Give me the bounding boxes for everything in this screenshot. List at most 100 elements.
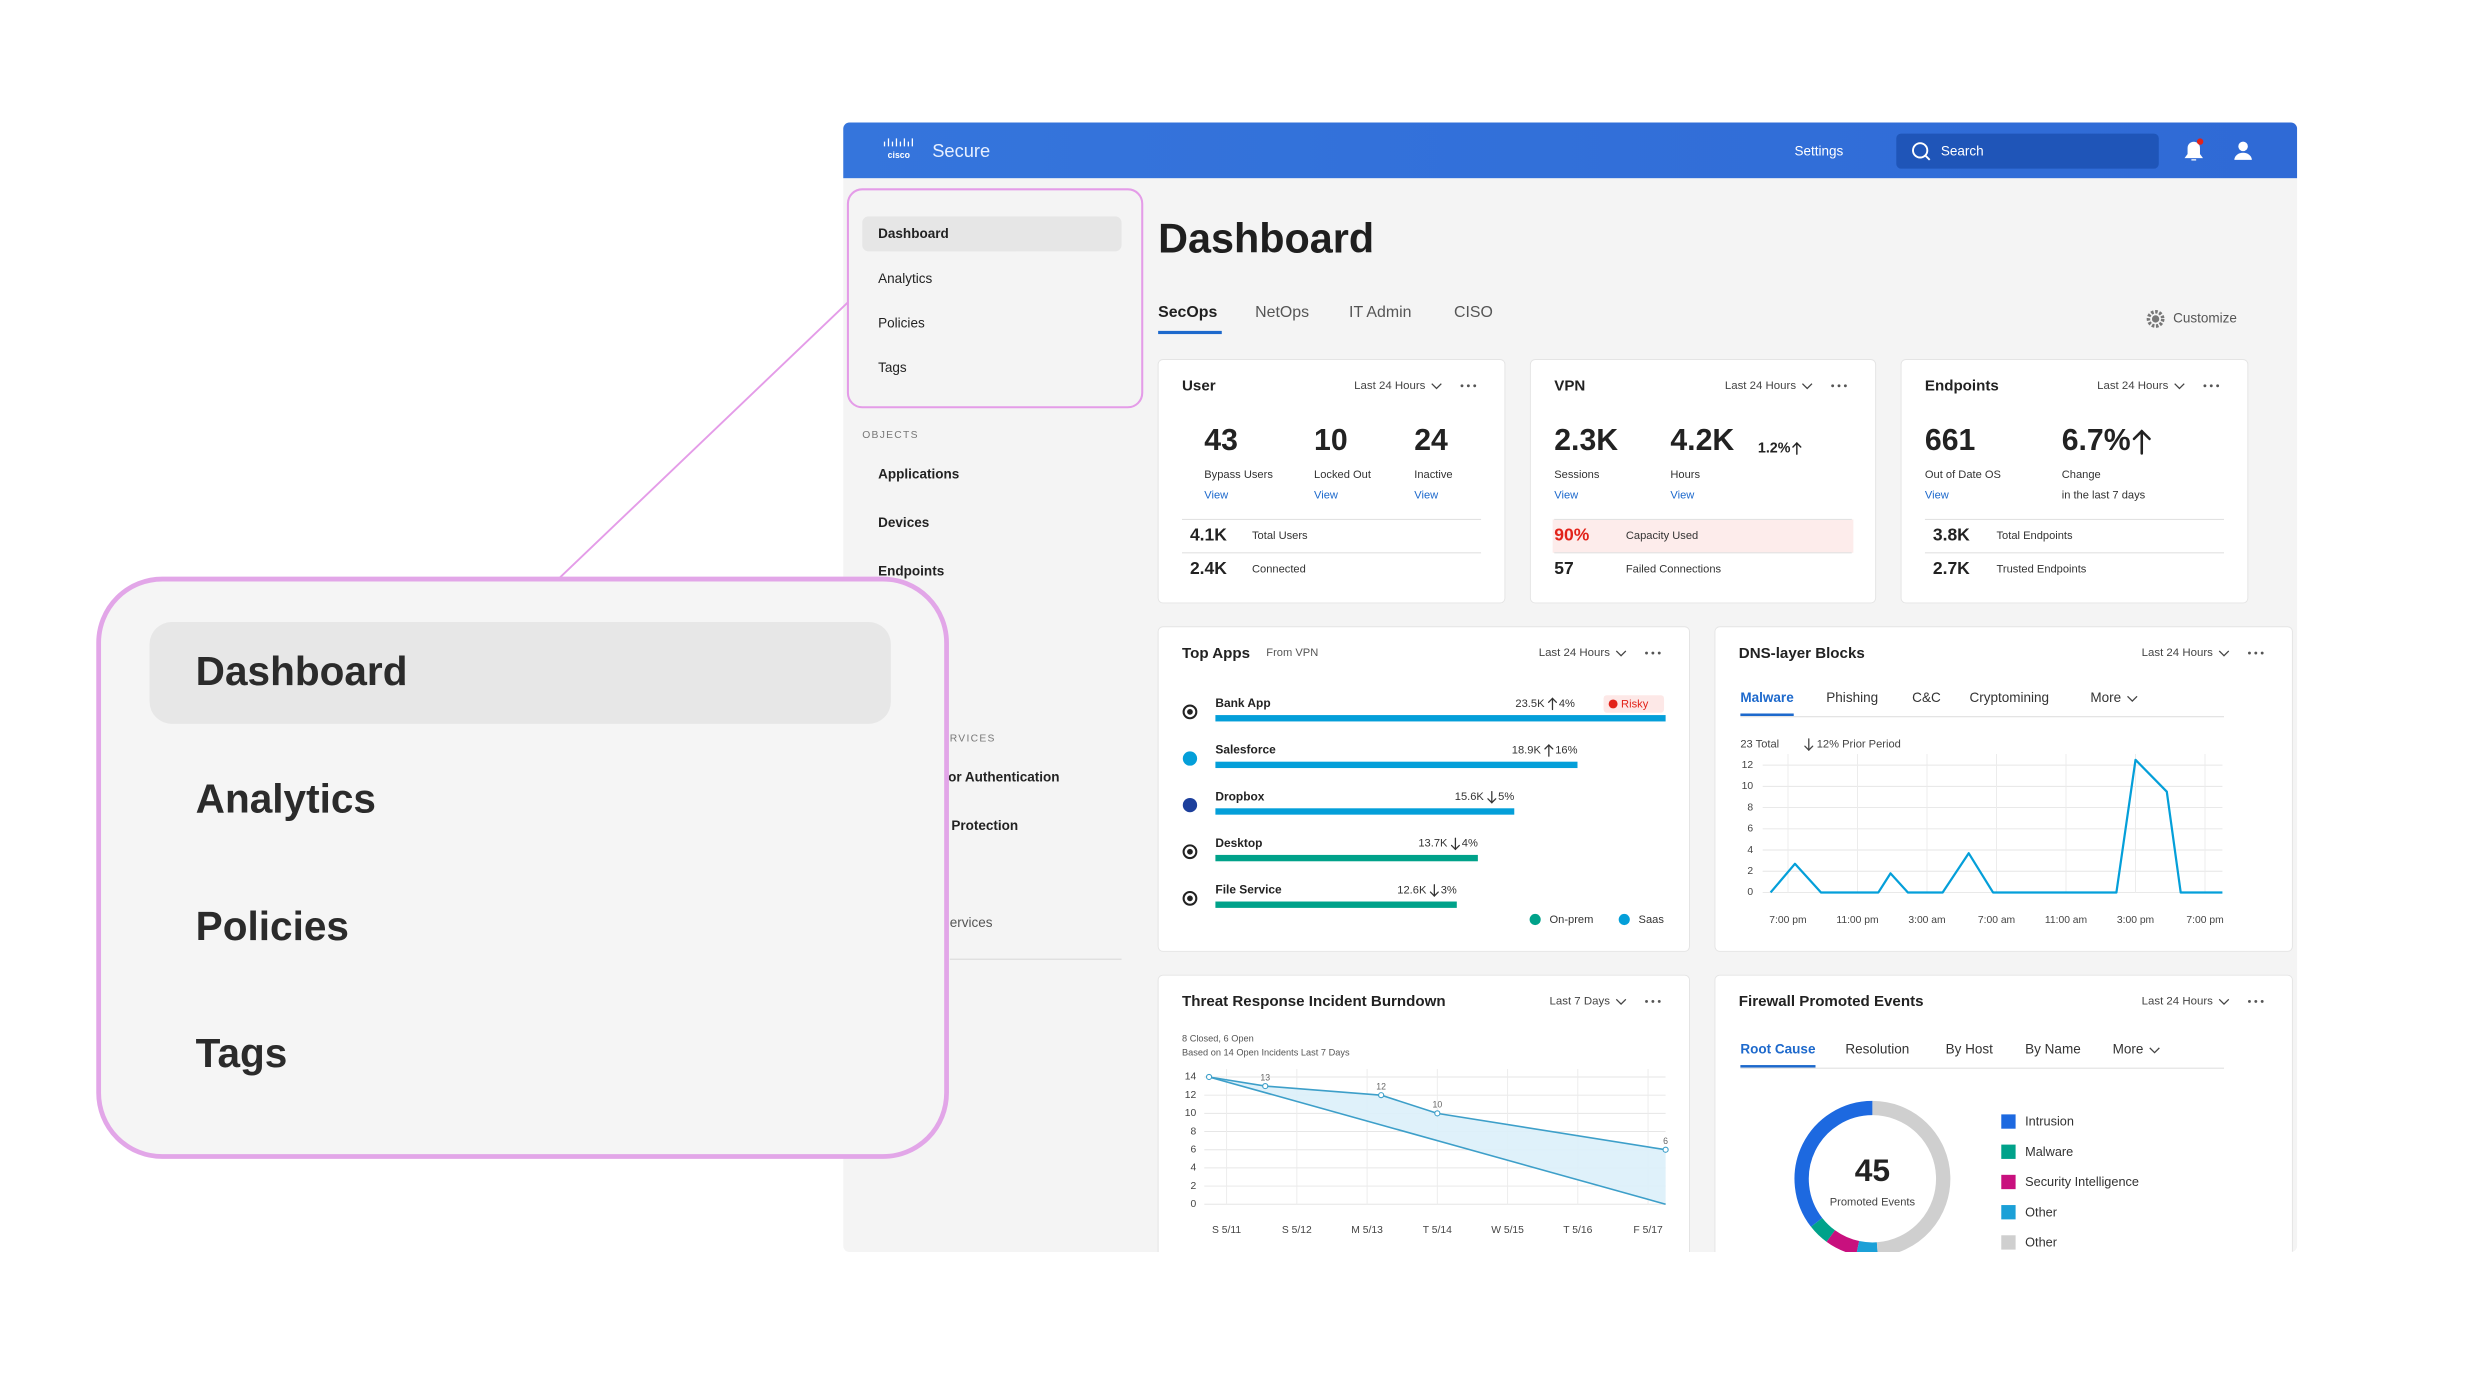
tab[interactable]: CISO (1454, 304, 1493, 321)
app-icon (1182, 844, 1198, 860)
y-tick-label: 0 (1747, 887, 1753, 898)
tab[interactable]: NetOps (1255, 304, 1309, 321)
time-range[interactable]: Last 24 Hours (1539, 647, 1610, 659)
stat-label: Locked Out (1314, 469, 1372, 481)
settings-link[interactable]: Settings (1794, 144, 1843, 159)
y-tick-label: 10 (1742, 781, 1754, 792)
dot (1657, 651, 1661, 655)
time-range[interactable]: Last 24 Hours (2142, 647, 2213, 659)
tab[interactable]: Root Cause (1740, 1042, 1816, 1057)
dot (1645, 999, 1648, 1003)
tab[interactable]: Malware (1740, 690, 1794, 705)
nav-item[interactable]: Tags (878, 360, 907, 375)
more-menu[interactable] (1645, 651, 1661, 655)
more-menu[interactable] (1645, 999, 1661, 1003)
x-tick-label: 11:00 pm (1836, 915, 1878, 926)
legend-swatch (1618, 913, 1630, 926)
app-icon-core (1187, 848, 1193, 855)
user-icon-head[interactable] (2238, 141, 2248, 152)
prior-period-label: 12% Prior Period (1817, 738, 1901, 750)
view-link[interactable]: View (1925, 489, 1950, 501)
tab[interactable]: Cryptomining (1969, 690, 2049, 705)
view-link[interactable]: View (1414, 489, 1439, 501)
arrow-head (2132, 429, 2151, 441)
tab[interactable]: SecOps (1158, 304, 1217, 321)
nav-item[interactable]: ervices (950, 915, 993, 930)
stat-value: 43 (1204, 424, 1238, 457)
time-range[interactable]: Last 24 Hours (1725, 380, 1796, 392)
time-range[interactable]: Last 24 Hours (2142, 995, 2213, 1007)
tab-underline (1740, 1065, 1816, 1068)
value-label: 12.6K (1397, 884, 1427, 896)
data-label: 12 (1376, 1082, 1386, 1092)
tab[interactable]: More (2090, 690, 2121, 705)
y-tick-label: 12 (1742, 760, 1754, 771)
nav-item[interactable]: Endpoints (878, 563, 944, 578)
view-link[interactable]: View (1670, 489, 1695, 501)
more-menu[interactable] (1831, 384, 1847, 388)
tab[interactable]: By Host (1946, 1042, 1994, 1057)
app-icon (1182, 704, 1198, 720)
card (1714, 974, 2293, 1252)
app-icon-core (1187, 709, 1193, 715)
stat-sublabel: in the last 7 days (2062, 489, 2146, 501)
app-name: Salesforce (1215, 743, 1276, 757)
more-menu[interactable] (2248, 999, 2264, 1003)
view-link[interactable]: View (1204, 489, 1229, 501)
chart-note: Based on 14 Open Incidents Last 7 Days (1182, 1048, 1350, 1058)
line-series (1208, 1076, 1666, 1206)
customize-button[interactable]: Customize (2173, 311, 2237, 326)
callout-highlight (846, 188, 1144, 409)
nav-item[interactable]: Applications (878, 466, 959, 481)
dot (2248, 651, 2251, 655)
legend-swatch (2001, 1235, 2016, 1250)
data-label: 10 (1432, 1100, 1442, 1110)
legend-label: Other (2025, 1235, 2058, 1250)
arrow-head (1429, 891, 1439, 897)
nav-item[interactable]: or Authentication (948, 769, 1059, 784)
tab[interactable]: By Name (2025, 1042, 2081, 1057)
x-tick-label: W 5/15 (1491, 1225, 1524, 1236)
dot (1473, 384, 1477, 388)
user-icon-body (2234, 152, 2252, 160)
arrow-up-icon (1792, 442, 1802, 455)
nav-item[interactable]: Dashboard (878, 226, 949, 241)
more-menu[interactable] (2203, 384, 2220, 388)
more-menu[interactable] (1460, 384, 1477, 388)
notification-icon[interactable] (2184, 141, 2203, 161)
arrow-head (1804, 745, 1814, 751)
chevron-icon (2149, 1047, 2160, 1054)
stat-change: 1.2% (1758, 440, 1791, 456)
time-range[interactable]: Last 24 Hours (1354, 380, 1425, 392)
chevron-icon (1615, 998, 1627, 1006)
arrow-up-icon (1547, 697, 1558, 711)
logo-bars (883, 138, 913, 147)
search-box[interactable] (1896, 133, 2159, 169)
nav-item[interactable]: Policies (878, 315, 925, 330)
x-tick-label: M 5/13 (1351, 1225, 1383, 1236)
tab[interactable]: Resolution (1845, 1042, 1909, 1057)
nav-item[interactable]: Protection (951, 818, 1018, 833)
view-link[interactable]: View (1314, 489, 1339, 501)
tab[interactable]: Phishing (1826, 690, 1878, 705)
dot (1657, 999, 1661, 1003)
change-label: 4% (1462, 838, 1478, 850)
search-placeholder[interactable]: Search (1941, 144, 1984, 159)
dot (1651, 651, 1655, 655)
donut-segment (1794, 1100, 1873, 1227)
data-point (1662, 1146, 1669, 1153)
change-label: 3% (1441, 884, 1457, 896)
tab[interactable]: More (2113, 1042, 2144, 1057)
legend-label: Malware (2025, 1144, 2073, 1159)
legend-label: Other (2025, 1204, 2058, 1219)
more-menu[interactable] (2248, 651, 2264, 655)
tab[interactable]: IT Admin (1349, 304, 1411, 321)
time-range[interactable]: Last 7 Days (1550, 995, 1611, 1007)
time-range[interactable]: Last 24 Hours (2097, 380, 2168, 392)
app-name: File Service (1215, 883, 1282, 897)
nav-item[interactable]: Devices (878, 515, 929, 530)
nav-item[interactable]: Analytics (878, 271, 932, 286)
view-link[interactable]: View (1554, 489, 1579, 501)
tab[interactable]: C&C (1912, 690, 1941, 705)
